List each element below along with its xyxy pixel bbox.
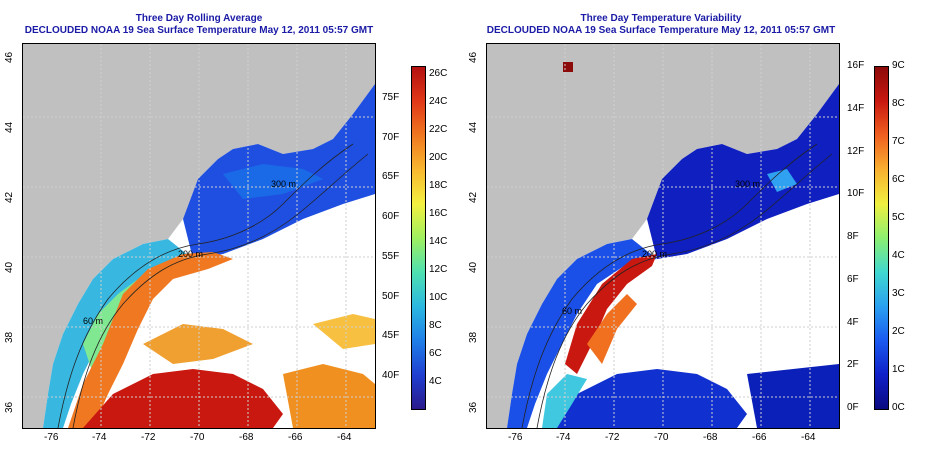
contour-label: 200 m <box>642 249 667 259</box>
contour-label: 60 m <box>562 306 582 316</box>
left-colorbar-fahrenheit-label: 60F <box>382 211 400 223</box>
right-colorbar-celsius-label: 8C <box>892 98 905 109</box>
left-lat-tick-label: 38 <box>4 331 15 343</box>
left-lon-tick-label: -68 <box>239 432 254 443</box>
right-title-line1: Three Day Temperature Variability <box>580 13 742 24</box>
left-colorbar-fahrenheit-label: 45F <box>382 330 400 342</box>
left-colorbar-fahrenheit-label: 70F <box>382 131 400 143</box>
right-colorbar-fahrenheit-label: 12F <box>847 145 865 157</box>
left-colorbar-fahrenheit-label: 75F <box>382 92 400 103</box>
right-colorbar-fahrenheit-label: 10F <box>847 188 865 200</box>
left-lon-tick-label: -70 <box>190 432 205 443</box>
left-colorbar-fahrenheit-label: 50F <box>382 290 400 302</box>
right-colorbar-celsius-label: 7C <box>892 136 905 147</box>
right-colorbar-celsius-label: 5C <box>892 212 905 223</box>
right-colorbar-fahrenheit-label: 4F <box>847 316 859 328</box>
right-colorbar-fahrenheit-label: 0F <box>847 402 859 413</box>
right-lat-tick-label: 44 <box>468 121 479 133</box>
left-sst-map: 300 m 200 m 60 m <box>22 43 376 429</box>
right-lat-tick-label: 46 <box>468 51 479 63</box>
left-lat-tick-label: 40 <box>4 261 15 273</box>
right-colorbar-celsius-label: 9C <box>892 60 905 71</box>
right-lon-tick-label: -70 <box>654 432 669 443</box>
contour-label: 200 m <box>178 249 203 259</box>
contour-label: 60 m <box>83 316 103 326</box>
right-colorbar-fahrenheit-label: 6F <box>847 273 859 285</box>
left-colorbar-celsius-label: 20C <box>429 152 448 163</box>
left-lat-tick-label: 36 <box>4 401 15 413</box>
right-colorbar-fahrenheit-label: 2F <box>847 359 859 371</box>
contour-label: 300 m <box>271 179 296 189</box>
right-lon-tick-label: -72 <box>605 432 620 443</box>
left-title-line1: Three Day Rolling Average <box>135 13 263 24</box>
left-lon-tick-label: -64 <box>337 432 352 443</box>
right-colorbar-fahrenheit-label: 14F <box>847 102 865 114</box>
left-lon-tick-label: -66 <box>288 432 303 443</box>
left-colorbar-celsius-label: 4C <box>429 376 442 387</box>
left-colorbar-celsius-label: 16C <box>429 208 448 219</box>
left-colorbar-fahrenheit-label: 40F <box>382 370 400 381</box>
left-colorbar-celsius-label: 26C <box>429 68 448 79</box>
left-lon-tick-label: -72 <box>141 432 156 443</box>
left-colorbar-celsius-label: 24C <box>429 96 448 107</box>
left-colorbar-celsius-label: 22C <box>429 124 448 135</box>
left-lat-tick-label: 42 <box>4 191 15 203</box>
left-colorbar-celsius-label: 12C <box>429 264 448 275</box>
left-title-line2: DECLOUDED NOAA 19 Sea Surface Temperatur… <box>24 25 374 36</box>
right-variability-map: 300 m 200 m 60 m <box>486 43 840 429</box>
left-map-svg: 300 m 200 m 60 m <box>23 44 375 428</box>
right-colorbar-celsius-label: 6C <box>892 174 905 185</box>
low-variability <box>647 84 839 259</box>
left-colorbar-fahrenheit-label: 65F <box>382 171 400 183</box>
right-colorbar <box>874 66 889 410</box>
land-mass <box>487 44 839 428</box>
land-mass <box>23 44 375 428</box>
right-lon-tick-label: -66 <box>752 432 767 443</box>
contour-label: 300 m <box>735 179 760 189</box>
right-lat-tick-label: 42 <box>468 191 479 203</box>
right-map-svg: 300 m 200 m 60 m <box>487 44 839 428</box>
left-lat-tick-label: 46 <box>4 51 15 63</box>
left-lat-tick-label: 44 <box>4 121 15 133</box>
right-lon-tick-label: -76 <box>508 432 523 443</box>
left-colorbar-celsius-label: 18C <box>429 180 448 191</box>
left-colorbar-celsius-label: 6C <box>429 348 442 359</box>
right-colorbar-fahrenheit-label: 16F <box>847 60 865 71</box>
right-lon-tick-label: -74 <box>556 432 571 443</box>
gulf-stream <box>68 252 233 428</box>
right-lat-tick-label: 36 <box>468 401 479 413</box>
right-lat-tick-label: 38 <box>468 331 479 343</box>
right-lon-tick-label: -68 <box>703 432 718 443</box>
right-lat-tick-label: 40 <box>468 261 479 273</box>
right-lon-tick-label: -64 <box>801 432 816 443</box>
left-colorbar-celsius-label: 8C <box>429 320 442 331</box>
right-colorbar-fahrenheit-label: 8F <box>847 231 859 242</box>
left-colorbar-celsius-label: 10C <box>429 292 448 303</box>
right-colorbar-celsius-label: 0C <box>892 402 905 413</box>
right-colorbar-celsius-label: 4C <box>892 250 905 261</box>
right-colorbar-celsius-label: 1C <box>892 364 905 375</box>
left-colorbar <box>411 66 426 410</box>
left-lon-tick-label: -74 <box>92 432 107 443</box>
left-colorbar-celsius-label: 14C <box>429 236 448 247</box>
right-colorbar-celsius-label: 3C <box>892 288 905 299</box>
left-lon-tick-label: -76 <box>44 432 59 443</box>
right-title-line2: DECLOUDED NOAA 19 Sea Surface Temperatur… <box>486 25 836 36</box>
right-colorbar-celsius-label: 2C <box>892 326 905 337</box>
left-colorbar-fahrenheit-label: 55F <box>382 250 400 262</box>
